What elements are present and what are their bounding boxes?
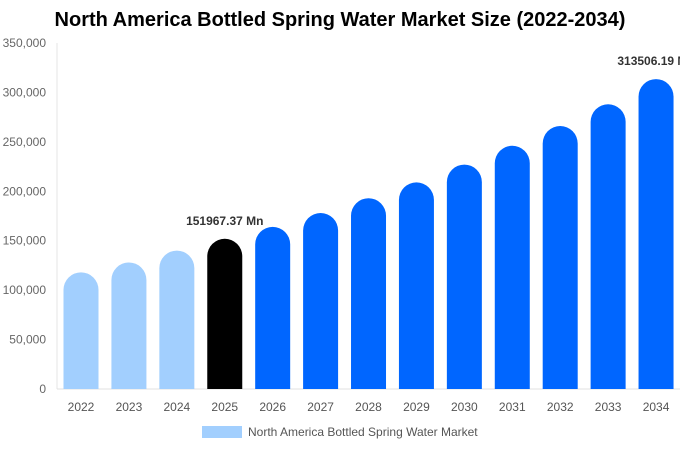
bar-2025	[207, 238, 243, 389]
bar-2034	[638, 79, 674, 390]
x-tick-label: 2031	[499, 400, 526, 414]
x-tick-label: 2022	[68, 400, 95, 414]
bar-2027	[303, 213, 339, 389]
legend-label: North America Bottled Spring Water Marke…	[248, 425, 478, 439]
x-tick-label: 2030	[451, 400, 478, 414]
y-tick-label: 350,000	[3, 36, 47, 50]
bar-2026	[255, 226, 291, 389]
x-tick-label: 2026	[259, 400, 286, 414]
bar-2030	[446, 164, 482, 389]
x-tick-label: 2028	[355, 400, 382, 414]
x-tick-label: 2023	[116, 400, 143, 414]
bar-2033	[590, 104, 626, 389]
bar-2028	[351, 198, 387, 389]
x-tick-label: 2034	[643, 400, 670, 414]
bar-2022	[63, 272, 99, 389]
legend-swatch	[202, 426, 242, 438]
x-tick-label: 2025	[211, 400, 238, 414]
x-tick-label: 2029	[403, 400, 430, 414]
x-tick-label: 2027	[307, 400, 334, 414]
x-tick-label: 2024	[163, 400, 190, 414]
y-tick-label: 100,000	[3, 283, 47, 297]
data-label: 151967.37 Mn	[186, 214, 263, 228]
y-tick-label: 300,000	[3, 85, 47, 99]
x-tick-label: 2033	[595, 400, 622, 414]
legend[interactable]: North America Bottled Spring Water Marke…	[202, 425, 478, 439]
y-tick-label: 0	[39, 382, 46, 396]
y-tick-label: 150,000	[3, 234, 47, 248]
y-tick-label: 50,000	[9, 333, 46, 347]
y-tick-label: 250,000	[3, 135, 47, 149]
bar-2023	[111, 262, 147, 389]
bar-2031	[494, 145, 530, 389]
bar-2032	[542, 126, 578, 389]
data-label: 313506.19 Mn	[617, 54, 680, 68]
x-tick-label: 2032	[547, 400, 574, 414]
bar-2029	[398, 182, 434, 389]
bar-2024	[159, 250, 195, 389]
y-tick-label: 200,000	[3, 184, 47, 198]
chart-title: North America Bottled Spring Water Marke…	[54, 9, 626, 31]
